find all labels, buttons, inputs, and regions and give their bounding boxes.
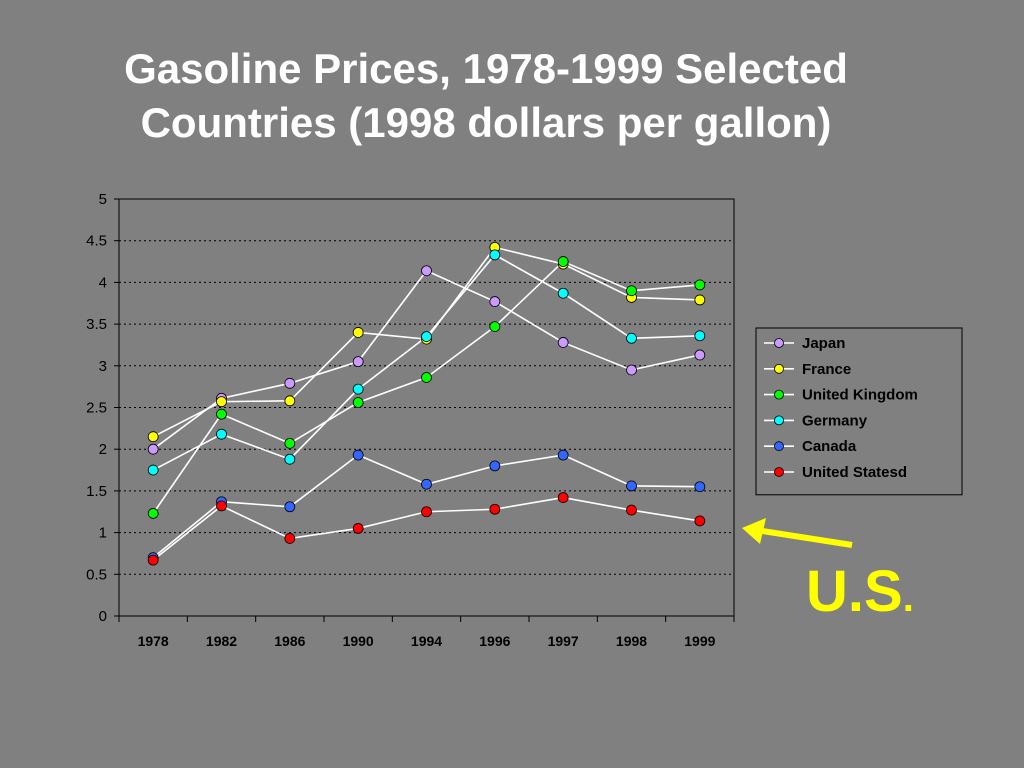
y-tick-label: 4.5 [86,233,107,250]
data-point [147,431,159,443]
data-point [489,321,501,333]
legend-label: Japan [802,335,845,352]
legend-marker [774,441,784,452]
plot-area: 0 0.5 1 1.5 2 2.5 3 3.5 4 4.5 5 1978 1982 1986 1990 199… [86,191,735,649]
data-point [489,249,501,261]
legend-label: United Statesd [802,464,907,481]
y-tick-label: 3 [99,358,107,375]
data-point [147,508,159,519]
x-tick-label: 1998 [616,633,647,649]
data-point [421,478,432,490]
legend-label: United Kingdom [802,387,918,404]
data-point [694,481,706,493]
data-point [421,372,432,383]
y-tick-label: 1.5 [86,483,107,500]
y-tick-label: 3.5 [86,316,107,333]
data-point [626,364,637,376]
y-tick-label: 0.5 [86,566,107,583]
legend: Japan France United Kingdom Germany Canada Un… [755,327,963,496]
data-point [284,437,296,449]
data-point [626,504,637,516]
legend-marker [774,363,784,374]
legend-marker [774,415,784,426]
x-tick-label: 1986 [274,633,305,649]
data-point [284,377,296,389]
y-tick-label: 5 [99,191,107,208]
y-tick-label: 2.5 [86,400,107,417]
legend-marker [774,467,784,477]
slide-title-line-2: Countries (1998 dollars per gallon) [140,99,832,146]
data-point [421,265,432,277]
x-tick-label: 1990 [343,633,374,649]
data-point [147,443,159,455]
data-point [557,492,569,503]
data-point [216,500,227,512]
x-tick-label: 1982 [206,633,237,649]
arrow-shaft [761,528,853,548]
data-point [352,327,364,338]
legend-label: Germany [802,412,868,429]
us-annotation-period: . [902,576,914,620]
legend-marker [774,389,784,400]
y-tick-label: 4 [99,274,107,291]
y-tick-label: 1 [99,525,107,542]
y-tick-label: 2 [99,441,107,458]
data-point [216,428,227,440]
us-annotation-label: U.S [806,559,903,624]
legend-label: France [802,361,851,378]
data-point [352,523,364,534]
data-point [557,449,569,461]
data-point [147,464,159,476]
slide-title: Gasoline Prices, 1978-1999 Selected Coun… [0,42,972,150]
y-tick-label: 0 [99,608,107,625]
data-point [421,331,432,343]
x-tick-label: 1999 [684,633,715,649]
data-point [352,449,364,461]
data-point [557,337,569,348]
data-point [284,453,296,465]
x-tick-label: 1994 [411,633,442,649]
arrow-annotation [742,518,853,548]
data-point [557,256,569,267]
data-point [216,408,227,420]
data-point [557,287,569,299]
x-tick-label: 1978 [138,633,169,649]
data-point [694,279,706,291]
legend-marker [774,338,784,348]
x-tick-label: 1997 [548,633,579,649]
data-point [626,480,637,492]
data-point [284,501,296,513]
data-point [694,349,706,361]
data-point [147,554,159,566]
data-point [352,397,364,408]
data-point [421,506,432,518]
slide-title-line-1: Gasoline Prices, 1978-1999 Selected [124,45,848,92]
data-point [489,503,501,515]
x-tick-label: 1996 [479,633,510,649]
arrow-head [742,518,766,544]
us-annotation: U.S. [806,560,914,630]
data-point [626,285,637,297]
data-point [284,395,296,407]
data-point [216,396,227,408]
legend-box [755,327,963,496]
data-point [694,330,706,342]
data-point [694,515,706,527]
data-point [489,296,501,307]
data-point [626,332,637,344]
data-point [694,294,706,306]
data-point [352,356,364,368]
data-point [284,533,296,544]
data-point [489,460,501,472]
legend-label: Canada [802,438,857,455]
data-point [352,383,364,395]
